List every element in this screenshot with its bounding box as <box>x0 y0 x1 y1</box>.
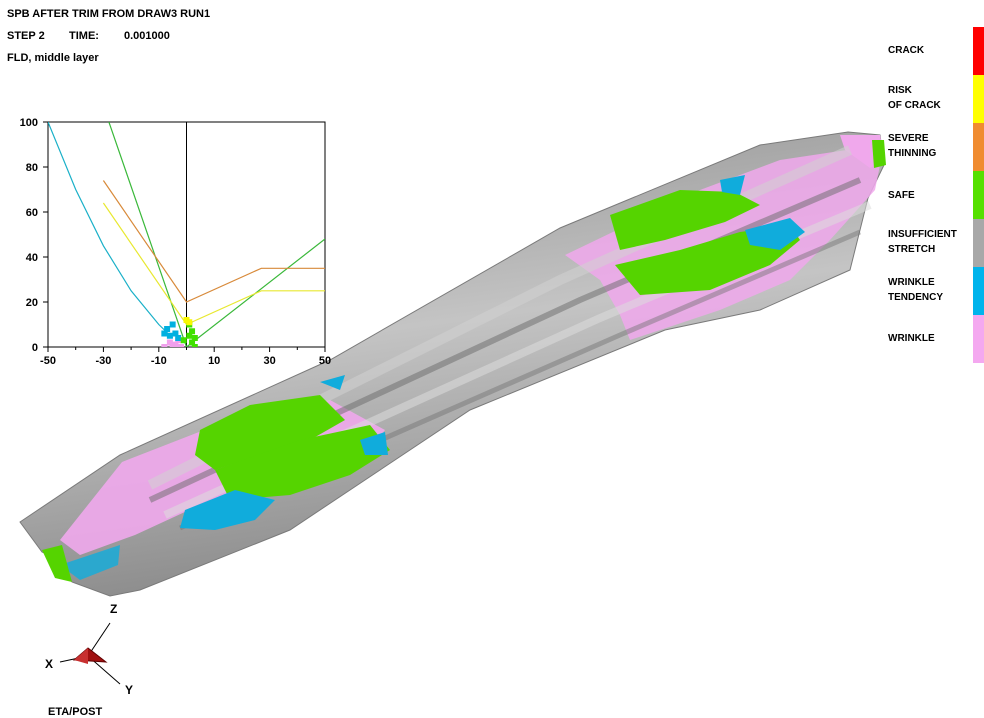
legend-label: INSUFFICIENT STRETCH <box>888 229 957 255</box>
x-tick-label: 30 <box>263 355 275 367</box>
legend-swatch <box>973 171 984 219</box>
legend-label: SAFE <box>888 190 915 201</box>
model-title: SPB AFTER TRIM FROM DRAW3 RUN1 <box>7 8 211 20</box>
step-label: STEP 2 <box>7 30 45 42</box>
fld-curve-1 <box>108 122 325 347</box>
fld-point-2-2 <box>191 344 198 347</box>
legend-swatch <box>973 123 984 171</box>
triad-y-label: Y <box>125 683 133 697</box>
legend-item-crack: CRACK <box>886 27 984 75</box>
y-tick-label: 40 <box>26 252 38 264</box>
chart-marks <box>48 122 325 347</box>
legend-item-safe: SAFE <box>886 171 984 219</box>
legend-item-insufficient-stretch: INSUFFICIENT STRETCH <box>886 219 984 267</box>
fld-point-2-0 <box>186 332 193 339</box>
fld-point-1-4 <box>175 335 182 341</box>
y-tick-label: 80 <box>26 162 38 174</box>
legend-label: SEVERE THINNING <box>888 133 937 159</box>
result-type-label: FLD, middle layer <box>7 52 99 64</box>
triad-x-label: X <box>45 657 53 671</box>
fld-point-0-0 <box>161 344 168 347</box>
fld-point-1-3 <box>172 330 179 337</box>
fld-point-2-3 <box>189 328 196 335</box>
legend-label: WRINKLE <box>888 333 935 344</box>
legend-item-risk-of-crack: RISK OF CRACK <box>886 75 984 123</box>
axis-triad-icon: Z X Y <box>45 602 133 697</box>
legend-swatch <box>973 267 984 315</box>
legend-item-severe-thinning: SEVERE THINNING <box>886 123 984 171</box>
triad-z-label: Z <box>110 602 117 616</box>
x-tick-label: -50 <box>40 355 56 367</box>
chart-ticks: -50 -30 -10 10 30 50 0 20 40 60 80 100 <box>20 117 331 367</box>
legend-label: CRACK <box>888 45 925 56</box>
x-tick-label: -30 <box>95 355 111 367</box>
fld-point-1-0 <box>164 326 171 332</box>
fld-point-1-1 <box>166 332 173 339</box>
fld-point-3-1 <box>186 319 193 326</box>
x-tick-label: -10 <box>151 355 167 367</box>
fld-curve-2 <box>102 180 325 303</box>
legend-label: WRINKLE TENDENCY <box>888 277 944 303</box>
legend-swatch <box>973 219 984 267</box>
fld-point-1-2 <box>169 321 176 328</box>
x-tick-label: 50 <box>319 355 331 367</box>
step-time-line: STEP 2 TIME: 0.001000 <box>7 30 170 42</box>
time-label: TIME: <box>69 30 99 42</box>
y-tick-label: 20 <box>26 297 38 309</box>
fld-point-2-5 <box>180 337 187 344</box>
fld-point-0-5 <box>169 341 176 347</box>
time-value: 0.001000 <box>124 30 170 42</box>
legend-swatch <box>973 315 984 363</box>
fld-point-1-5 <box>161 330 168 337</box>
eta-post-label: ETA/POST <box>48 706 103 718</box>
fld-point-2-6 <box>191 335 198 341</box>
fld-point-2-1 <box>189 339 196 346</box>
y-tick-label: 60 <box>26 207 38 219</box>
y-tick-label: 0 <box>32 342 38 354</box>
legend-swatch <box>973 75 984 123</box>
forming-limit-diagram: -50 -30 -10 10 30 50 0 20 40 60 80 100 <box>20 117 331 367</box>
x-tick-label: 10 <box>208 355 220 367</box>
legend-swatch <box>973 27 984 75</box>
fld-curve-3 <box>102 202 325 326</box>
legend-label: RISK OF CRACK <box>888 85 941 111</box>
chart-plot-area <box>48 122 325 347</box>
legend-item-wrinkle-tendency: WRINKLE TENDENCY <box>886 267 984 315</box>
legend-item-wrinkle: WRINKLE <box>886 315 984 363</box>
fld-curve-0 <box>48 122 174 339</box>
y-tick-label: 100 <box>20 117 38 129</box>
fld-point-0-4 <box>177 344 184 347</box>
